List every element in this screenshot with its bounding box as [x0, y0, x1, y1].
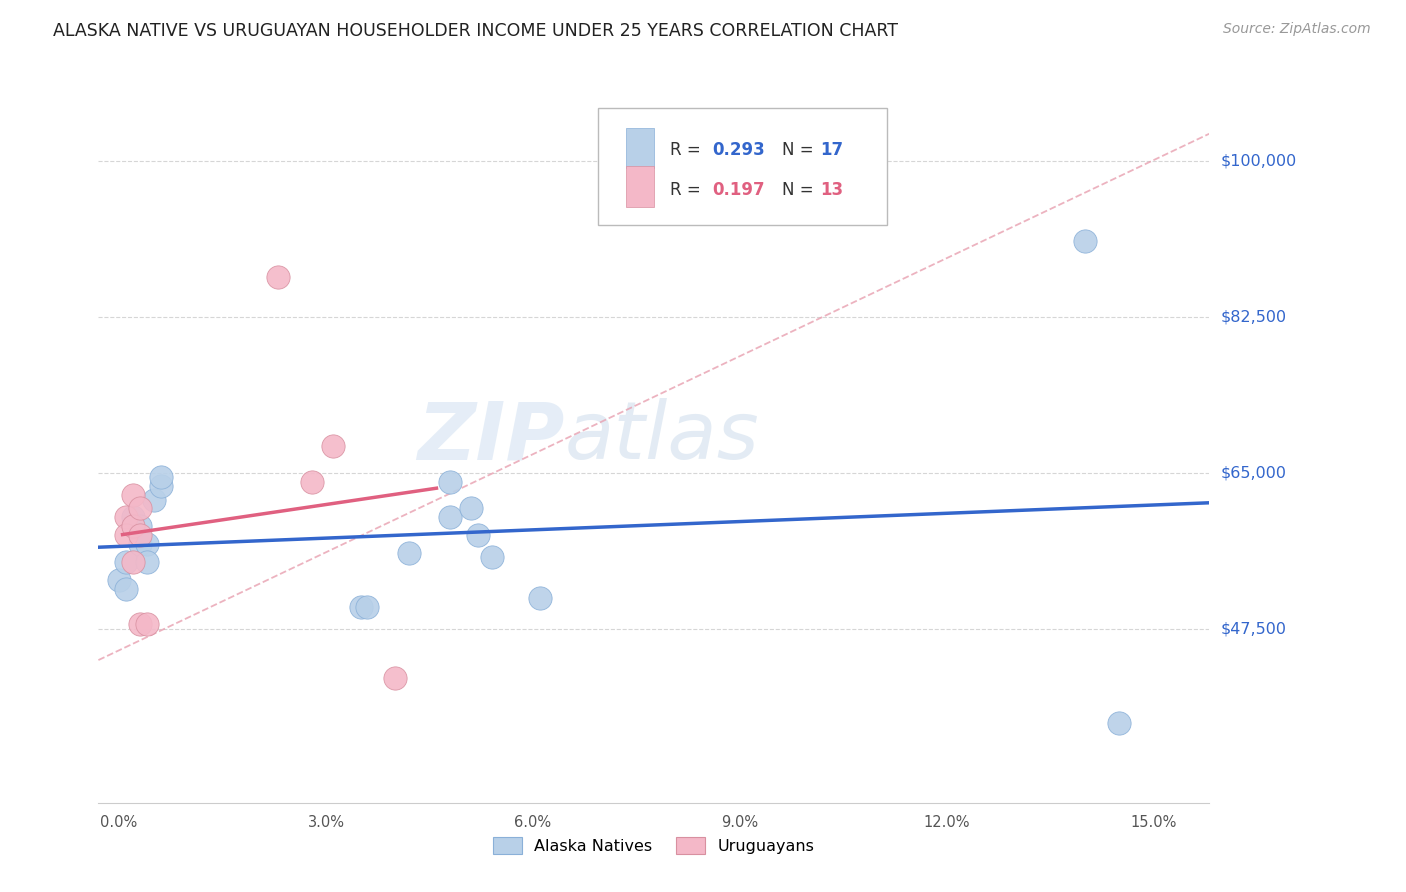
- Text: 0.197: 0.197: [713, 181, 765, 199]
- FancyBboxPatch shape: [599, 108, 887, 225]
- Point: [135, 555, 157, 569]
- Point: [128, 501, 150, 516]
- Text: 0.293: 0.293: [713, 141, 765, 159]
- Text: R =: R =: [671, 141, 706, 159]
- Point: [128, 528, 150, 542]
- Bar: [626, 167, 654, 207]
- Point: [529, 591, 551, 605]
- Point: [128, 537, 150, 551]
- Point: [460, 501, 482, 516]
- Point: [122, 510, 145, 524]
- Point: [301, 475, 323, 489]
- Point: [384, 671, 406, 685]
- Point: [267, 269, 290, 284]
- Text: ZIP: ZIP: [418, 398, 565, 476]
- Point: [322, 439, 344, 453]
- Point: [481, 550, 503, 565]
- Text: Source: ZipAtlas.com: Source: ZipAtlas.com: [1223, 22, 1371, 37]
- Text: N =: N =: [782, 181, 818, 199]
- Point: [122, 555, 145, 569]
- Point: [349, 599, 371, 614]
- Point: [128, 617, 150, 632]
- Point: [149, 479, 172, 493]
- Text: ALASKA NATIVE VS URUGUAYAN HOUSEHOLDER INCOME UNDER 25 YEARS CORRELATION CHART: ALASKA NATIVE VS URUGUAYAN HOUSEHOLDER I…: [53, 22, 898, 40]
- Text: N =: N =: [782, 141, 818, 159]
- Bar: [626, 128, 654, 168]
- Text: $65,000: $65,000: [1220, 466, 1286, 480]
- Point: [439, 510, 461, 524]
- Point: [108, 573, 131, 587]
- Legend: Alaska Natives, Uruguayans: Alaska Natives, Uruguayans: [486, 830, 821, 861]
- Point: [115, 555, 138, 569]
- Text: 13: 13: [821, 181, 844, 199]
- Point: [398, 546, 420, 560]
- Point: [135, 537, 157, 551]
- Point: [122, 519, 145, 533]
- Point: [149, 470, 172, 484]
- Text: 17: 17: [821, 141, 844, 159]
- Point: [1108, 715, 1130, 730]
- Point: [439, 475, 461, 489]
- Point: [115, 510, 138, 524]
- Text: R =: R =: [671, 181, 706, 199]
- Text: $47,500: $47,500: [1220, 622, 1286, 636]
- Point: [115, 582, 138, 596]
- Text: $82,500: $82,500: [1220, 310, 1286, 324]
- Point: [356, 599, 378, 614]
- Text: $100,000: $100,000: [1220, 153, 1296, 168]
- Point: [128, 519, 150, 533]
- Point: [122, 488, 145, 502]
- Point: [135, 617, 157, 632]
- Point: [467, 528, 489, 542]
- Point: [142, 492, 165, 507]
- Point: [1074, 234, 1097, 248]
- Text: atlas: atlas: [565, 398, 759, 476]
- Point: [115, 528, 138, 542]
